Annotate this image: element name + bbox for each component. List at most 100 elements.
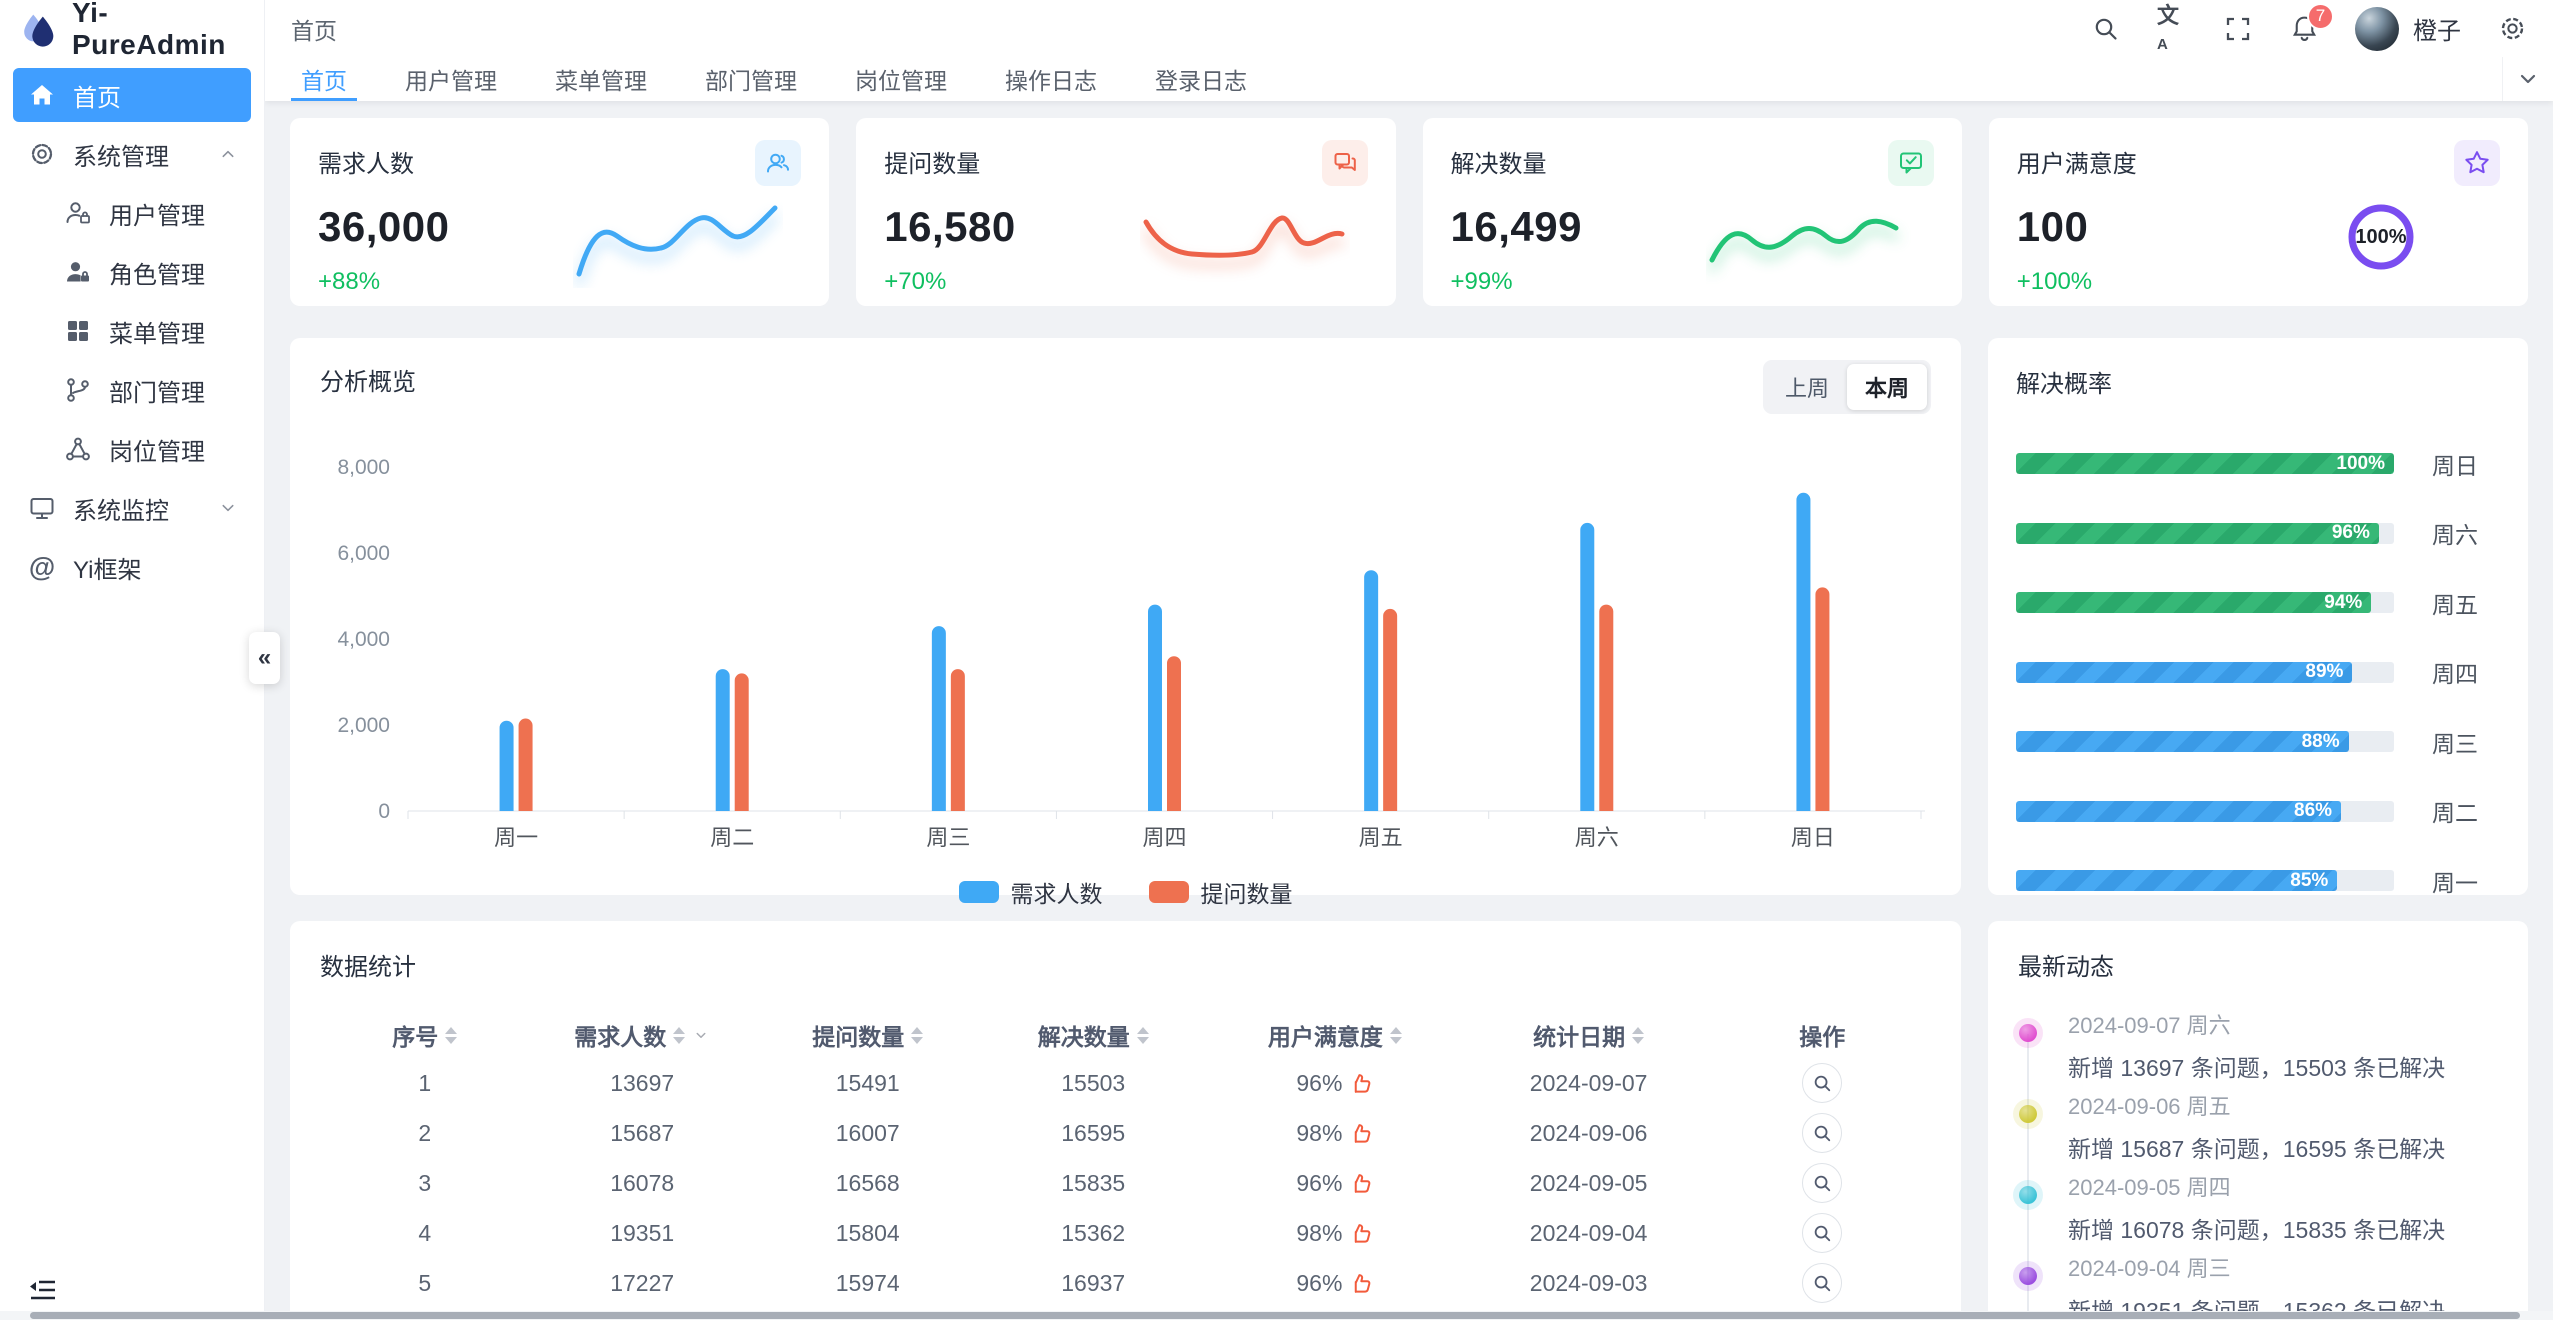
stat-card-title: 用户满意度 (2016, 151, 2137, 178)
sidebar-item-菜单管理[interactable]: 菜单管理 (13, 304, 251, 358)
svg-text:6,000: 6,000 (337, 542, 390, 565)
tab-首页[interactable]: 首页 (291, 57, 357, 101)
stat-card-value: 100 (2016, 203, 2089, 250)
tab-bar: 首页 用户管理 菜单管理 部门管理 岗位管理 操作日志 登录日志 (265, 57, 2553, 101)
progress-percent: 100% (2336, 453, 2385, 474)
sort-carets-icon[interactable] (1389, 1026, 1402, 1044)
sidebar-item-用户管理[interactable]: 用户管理 (13, 186, 251, 240)
progress-fill: 89% (2016, 661, 2353, 683)
view-detail-button[interactable] (1802, 1163, 1843, 1203)
chevron-up-icon (217, 143, 239, 165)
cell-question: 15804 (835, 1219, 900, 1246)
cell-question: 16568 (835, 1169, 900, 1196)
sidebar-item-角色管理[interactable]: 角色管理 (13, 245, 251, 299)
tab-部门管理[interactable]: 部门管理 (705, 68, 797, 94)
tab-操作日志[interactable]: 操作日志 (1005, 68, 1097, 94)
view-detail-button[interactable] (1802, 1263, 1843, 1303)
progress-fill: 86% (2016, 800, 2342, 822)
column-header-统计日期[interactable]: 统计日期 (1464, 1018, 1714, 1052)
sidebar-item-系统管理[interactable]: 系统管理 (13, 127, 251, 181)
user-filled-icon (63, 257, 93, 287)
progress-day-label: 周四 (2432, 661, 2478, 688)
cell-operation (1713, 1213, 1930, 1253)
bar-提问数量-周日 (1815, 587, 1830, 811)
toggle-option-上周[interactable]: 上周 (1784, 376, 1829, 401)
sidebar-collapse-button[interactable]: « (249, 632, 280, 684)
cell-solved: 16937 (1061, 1269, 1126, 1296)
view-detail-button[interactable] (1802, 1113, 1843, 1153)
view-detail-button[interactable] (1802, 1213, 1843, 1253)
cell-demand: 13697 (610, 1069, 675, 1096)
timeline-dot (2019, 1024, 2037, 1042)
column-header-解决数量[interactable]: 解决数量 (980, 1018, 1206, 1052)
bar-需求人数-周五 (1364, 570, 1379, 811)
sidebar-item-首页[interactable]: 首页 (13, 68, 251, 122)
cell-solved: 15835 (1061, 1169, 1126, 1196)
column-header-用户满意度[interactable]: 用户满意度 (1206, 1018, 1464, 1052)
solve-row-周六: 96% 周六 (2016, 499, 2500, 569)
app-title: Yi-PureAdmin (72, 0, 226, 60)
horizontal-scrollbar-thumb[interactable] (30, 1312, 2520, 1319)
cell-satisfaction: 96% (1206, 1270, 1464, 1297)
search-icon[interactable] (2091, 14, 2121, 44)
cell-question: 15974 (835, 1269, 900, 1296)
sort-carets-icon[interactable] (445, 1026, 458, 1044)
stat-card-title: 提问数量 (884, 151, 981, 178)
column-label: 统计日期 (1533, 1024, 1626, 1050)
column-header-序号[interactable]: 序号 (320, 1018, 529, 1052)
stat-card-value: 16,580 (884, 203, 1016, 250)
stat-card-value: 16,499 (1450, 203, 1582, 250)
sort-carets-icon[interactable] (911, 1026, 924, 1044)
thumbs-up-icon (1350, 1272, 1373, 1295)
tab-岗位管理[interactable]: 岗位管理 (855, 68, 947, 94)
nodes-icon (63, 434, 93, 464)
table-body: 1 13697 15491 15503 96% 2024-09-07 2 15687 16007… (320, 1058, 1931, 1320)
chat-dual-icon (1321, 140, 1368, 186)
timeline-date: 2024-09-05 周四 (2068, 1175, 2231, 1200)
legend-item-需求人数[interactable]: 需求人数 (958, 875, 1103, 909)
solve-row-周一: 85% 周一 (2016, 846, 2500, 916)
solve-row-周日: 100% 周日 (2016, 429, 2500, 499)
sidebar-item-部门管理[interactable]: 部门管理 (13, 363, 251, 417)
svg-text:周一: 周一 (494, 825, 538, 850)
stat-card-delta: +88% (318, 268, 381, 295)
cell-operation (1713, 1113, 1930, 1153)
table-row: 2 15687 16007 16595 98% 2024-09-06 (320, 1108, 1931, 1158)
sidebar-item-岗位管理[interactable]: 岗位管理 (13, 422, 251, 476)
thumbs-up-icon (1350, 1072, 1373, 1095)
stat-card-delta: +99% (1450, 268, 1513, 295)
stat-card-用户满意度: 用户满意度 100 +100% 100% (1988, 118, 2528, 306)
tab-菜单管理[interactable]: 菜单管理 (555, 68, 647, 94)
sort-carets-icon[interactable] (1632, 1026, 1645, 1044)
tab-登录日志[interactable]: 登录日志 (1155, 68, 1247, 94)
legend-item-提问数量[interactable]: 提问数量 (1148, 875, 1293, 909)
sort-carets-icon[interactable] (1136, 1026, 1149, 1044)
view-detail-button[interactable] (1802, 1063, 1843, 1103)
sidebar-item-Yi框架[interactable]: @ Yi框架 (13, 540, 251, 594)
latest-activity-panel: 最新动态 2024-09-07 周六 新增 13697 条问题，15503 条已解… (1988, 921, 2528, 1320)
bar-需求人数-周四 (1148, 604, 1162, 811)
solve-row-周二: 86% 周二 (2016, 777, 2500, 847)
column-header-提问数量[interactable]: 提问数量 (755, 1018, 981, 1052)
topbar: 首页 文A 7 橙子 (265, 0, 2553, 57)
user-menu[interactable]: 橙子 (2355, 6, 2461, 51)
sidebar-item-label: Yi框架 (73, 556, 142, 584)
sort-carets-icon[interactable] (673, 1026, 686, 1044)
bell-icon[interactable]: 7 (2289, 2, 2334, 44)
sidebar-fold-icon[interactable] (26, 1272, 66, 1308)
translate-icon[interactable]: 文A (2157, 3, 2180, 53)
sidebar-item-系统监控[interactable]: 系统监控 (13, 481, 251, 535)
cell-index: 4 (418, 1219, 432, 1246)
sparkline-green (1706, 196, 1916, 288)
tab-actions-chevron-icon[interactable] (2502, 57, 2553, 101)
toggle-option-本周[interactable]: 本周 (1846, 364, 1927, 410)
settings-gear-icon[interactable] (2497, 14, 2527, 44)
fullscreen-icon[interactable] (2223, 14, 2253, 44)
thumbs-up-icon (1350, 1222, 1373, 1245)
tab-用户管理[interactable]: 用户管理 (405, 68, 497, 94)
progress-day-label: 周三 (2432, 730, 2478, 757)
app-logo[interactable]: Yi-PureAdmin (0, 0, 264, 60)
svg-text:0: 0 (378, 800, 390, 823)
column-header-需求人数[interactable]: 需求人数 (529, 1018, 755, 1052)
filter-chevron-icon[interactable] (692, 1026, 710, 1044)
